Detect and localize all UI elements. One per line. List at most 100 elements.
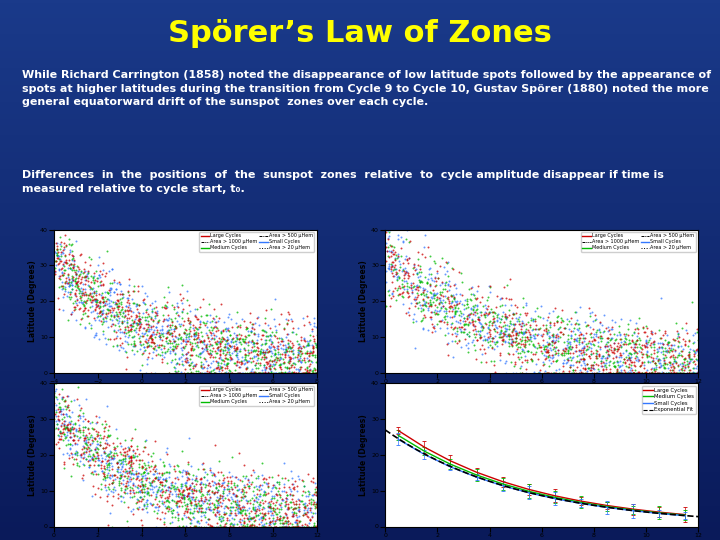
Point [630,348,642,356]
Point [522,357,534,366]
Point [585,329,597,338]
Point [481,328,492,337]
Point [510,314,522,322]
Point [267,481,279,490]
Point [145,325,156,333]
Point [50,267,61,275]
Point [641,349,652,358]
Point [165,325,176,334]
Point [652,347,664,355]
Point [120,307,131,315]
Point [280,494,292,502]
Point [419,313,431,322]
Point [190,341,202,350]
Point [221,355,233,363]
Point [61,424,73,433]
Point [258,350,269,359]
Point [287,327,298,336]
Point [293,500,305,508]
Point [122,522,134,531]
Point [414,282,426,291]
Point [53,259,65,267]
Point [430,273,441,282]
Point [73,462,84,471]
Point [199,510,210,519]
Point [80,447,91,456]
Point [629,360,640,369]
Point [253,483,264,491]
Point [567,368,578,377]
Point [439,298,451,307]
Point [168,363,180,372]
Point [252,313,264,321]
Point [114,325,126,333]
Point [487,334,498,342]
Point [593,350,605,359]
Point [137,521,148,529]
Point [386,260,397,269]
Point [73,284,84,292]
Point [112,297,124,306]
Point [471,336,482,345]
Point [241,498,253,507]
Point [387,287,399,295]
Point [382,242,393,251]
Point [496,312,508,320]
Point [567,365,579,374]
Point [227,338,238,347]
Point [194,337,205,346]
Point [286,522,297,531]
Point [688,347,700,355]
Point [89,446,101,455]
Point [474,333,486,341]
Point [608,345,620,354]
Point [484,328,495,336]
Point [427,323,438,332]
Point [207,317,218,326]
Point [576,330,588,339]
Point [99,483,110,491]
Point [269,345,280,354]
Point [298,482,310,490]
Point [176,357,188,366]
Point [171,492,182,501]
Point [110,425,122,434]
Point [572,320,584,329]
Point [98,265,109,274]
Point [498,335,509,344]
Point [581,367,593,375]
Point [256,341,267,350]
Point [307,324,318,333]
Point [143,488,154,497]
Point [64,444,76,453]
Point [120,436,131,444]
Point [102,312,113,320]
Point [248,338,260,347]
Point [219,360,230,368]
Point [285,467,297,475]
Point [462,311,474,320]
Point [212,362,223,371]
Point [179,341,190,350]
Point [128,318,140,326]
Point [244,499,256,508]
Point [130,456,142,464]
Point [194,368,205,377]
Point [387,266,399,275]
Point [654,334,665,342]
Point [280,488,292,496]
Point [254,349,266,358]
Point [220,353,231,362]
Point [289,504,300,512]
Point [292,343,304,352]
Point [149,461,161,469]
Point [170,501,181,509]
Point [168,481,180,490]
Point [281,364,292,373]
Point [77,285,89,293]
Point [91,444,103,453]
Point [135,478,146,487]
Point [158,462,170,470]
Point [55,247,67,256]
Point [498,307,509,316]
